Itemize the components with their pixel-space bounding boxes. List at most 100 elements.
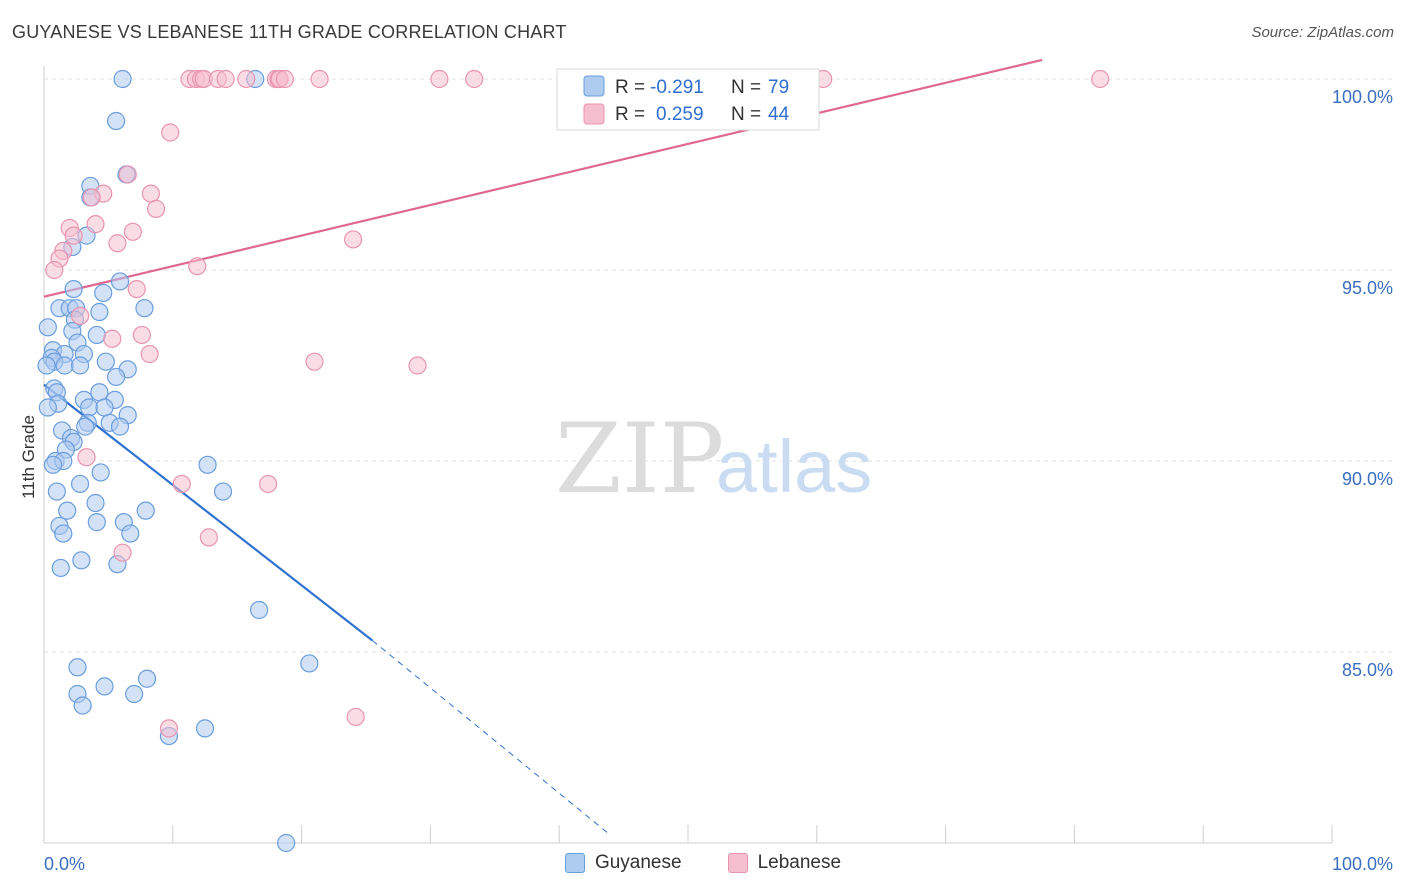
lebanese-point — [140, 344, 159, 364]
guyanese-swatch — [564, 853, 585, 873]
chart-title: GUYANESE VS LEBANESE 11TH GRADE CORRELAT… — [12, 22, 567, 42]
lebanese-point — [161, 123, 180, 142]
legend-r-label-2: R = — [615, 104, 645, 125]
guyanese-point — [90, 383, 109, 402]
lebanese-point — [86, 215, 105, 234]
grid-lines — [44, 78, 1392, 653]
watermark-atlas: atlas — [716, 425, 872, 508]
legend-swatch-guyanese — [583, 75, 605, 97]
lebanese-point — [64, 226, 83, 245]
guyanese-point — [91, 463, 110, 482]
y-tick-label: 85.0% — [1342, 660, 1393, 680]
lebanese-point — [70, 306, 90, 325]
lebanese-point — [146, 199, 166, 218]
axes — [43, 66, 1333, 844]
lebanese-point — [159, 719, 179, 738]
lebanese-point — [141, 184, 161, 203]
lebanese-point — [310, 69, 329, 89]
guyanese-point — [54, 524, 73, 543]
lebanese-point — [172, 474, 191, 494]
legend-n-value-2: 44 — [768, 104, 790, 125]
guyanese-point — [95, 398, 114, 417]
lebanese-point — [430, 69, 449, 89]
guyanese-point — [213, 482, 233, 501]
guyanese-point — [79, 398, 99, 417]
legend-r-value-1: -0.291 — [650, 77, 704, 98]
guyanese-point — [38, 398, 57, 417]
guyanese-point — [300, 654, 319, 673]
guyanese-point — [249, 600, 269, 620]
legend-label-guyanese: Guyanese — [594, 852, 682, 873]
lebanese-point — [123, 222, 142, 241]
guyanese-point — [90, 302, 109, 322]
lebanese-point — [77, 448, 96, 467]
y-tick-label: 100.0% — [1332, 87, 1393, 107]
legend-r-value-2: 0.259 — [656, 104, 704, 125]
guyanese-point — [107, 111, 126, 131]
guyanese-point — [121, 524, 140, 543]
lebanese-point — [237, 69, 256, 89]
lebanese-point — [108, 234, 127, 253]
lebanese-point — [216, 69, 235, 89]
guyanese-point — [47, 482, 66, 501]
legend-r-label-1: R = — [615, 77, 645, 98]
guyanese-trend-extension — [372, 640, 612, 836]
guyanese-point — [58, 501, 77, 520]
correlation-legend: R = -0.291 N = 79 R = 0.259 N = 44 — [556, 68, 820, 131]
guyanese-point — [198, 455, 217, 474]
guyanese-point — [125, 684, 144, 704]
lebanese-point — [465, 69, 484, 89]
guyanese-point — [70, 474, 90, 494]
guyanese-point — [113, 69, 132, 89]
legend-n-label-1: N = — [731, 77, 761, 98]
legend-n-value-1: 79 — [768, 77, 789, 98]
lebanese-point — [103, 329, 122, 348]
guyanese-point — [94, 283, 113, 303]
legend-swatch-lebanese — [583, 103, 605, 125]
guyanese-point — [70, 356, 90, 375]
guyanese-point — [107, 367, 126, 387]
guyanese-point — [86, 493, 105, 513]
source-credit: Source: ZipAtlas.com — [1251, 24, 1394, 41]
guyanese-point — [51, 558, 70, 578]
guyanese-point — [110, 272, 130, 291]
lebanese-point — [259, 474, 278, 494]
guyanese-point — [137, 669, 157, 688]
guyanese-point — [55, 356, 74, 375]
lebanese-swatch — [727, 853, 748, 873]
guyanese-point — [64, 280, 83, 299]
legend-item-lebanese: Lebanese — [727, 852, 842, 874]
guyanese-point — [38, 318, 57, 337]
lebanese-point — [346, 707, 365, 727]
guyanese-point — [68, 658, 87, 677]
guyanese-point — [87, 513, 106, 532]
legend-label-lebanese: Lebanese — [757, 852, 842, 873]
y-tick-label: 95.0% — [1342, 278, 1393, 298]
legend-item-guyanese: Guyanese — [564, 852, 682, 874]
guyanese-point — [195, 719, 215, 738]
guyanese-trend-line — [43, 383, 374, 642]
guyanese-point — [72, 551, 91, 570]
guyanese-point — [136, 501, 155, 520]
series-legend: Guyanese Lebanese — [0, 852, 1406, 874]
guyanese-point — [76, 417, 95, 436]
guyanese-point — [95, 677, 114, 696]
lebanese-point — [118, 165, 137, 184]
lebanese-point — [188, 257, 207, 276]
guyanese-point — [37, 356, 56, 375]
lebanese-point — [127, 280, 146, 299]
tick-labels: 85.0% 90.0% 95.0% 100.0% 0.0% 100.0% — [44, 87, 1393, 874]
guyanese-point — [96, 352, 115, 371]
lebanese-point — [45, 260, 64, 280]
guyanese-point — [43, 455, 63, 474]
scatter-points — [37, 69, 1110, 853]
lebanese-point — [305, 352, 324, 371]
guyanese-point — [277, 833, 296, 853]
lebanese-point — [82, 188, 101, 207]
watermark-zip: ZIP — [555, 403, 724, 515]
lebanese-point — [199, 528, 218, 547]
y-tick-label: 90.0% — [1342, 469, 1393, 489]
lebanese-point — [344, 230, 363, 249]
lebanese-point — [1091, 69, 1110, 89]
